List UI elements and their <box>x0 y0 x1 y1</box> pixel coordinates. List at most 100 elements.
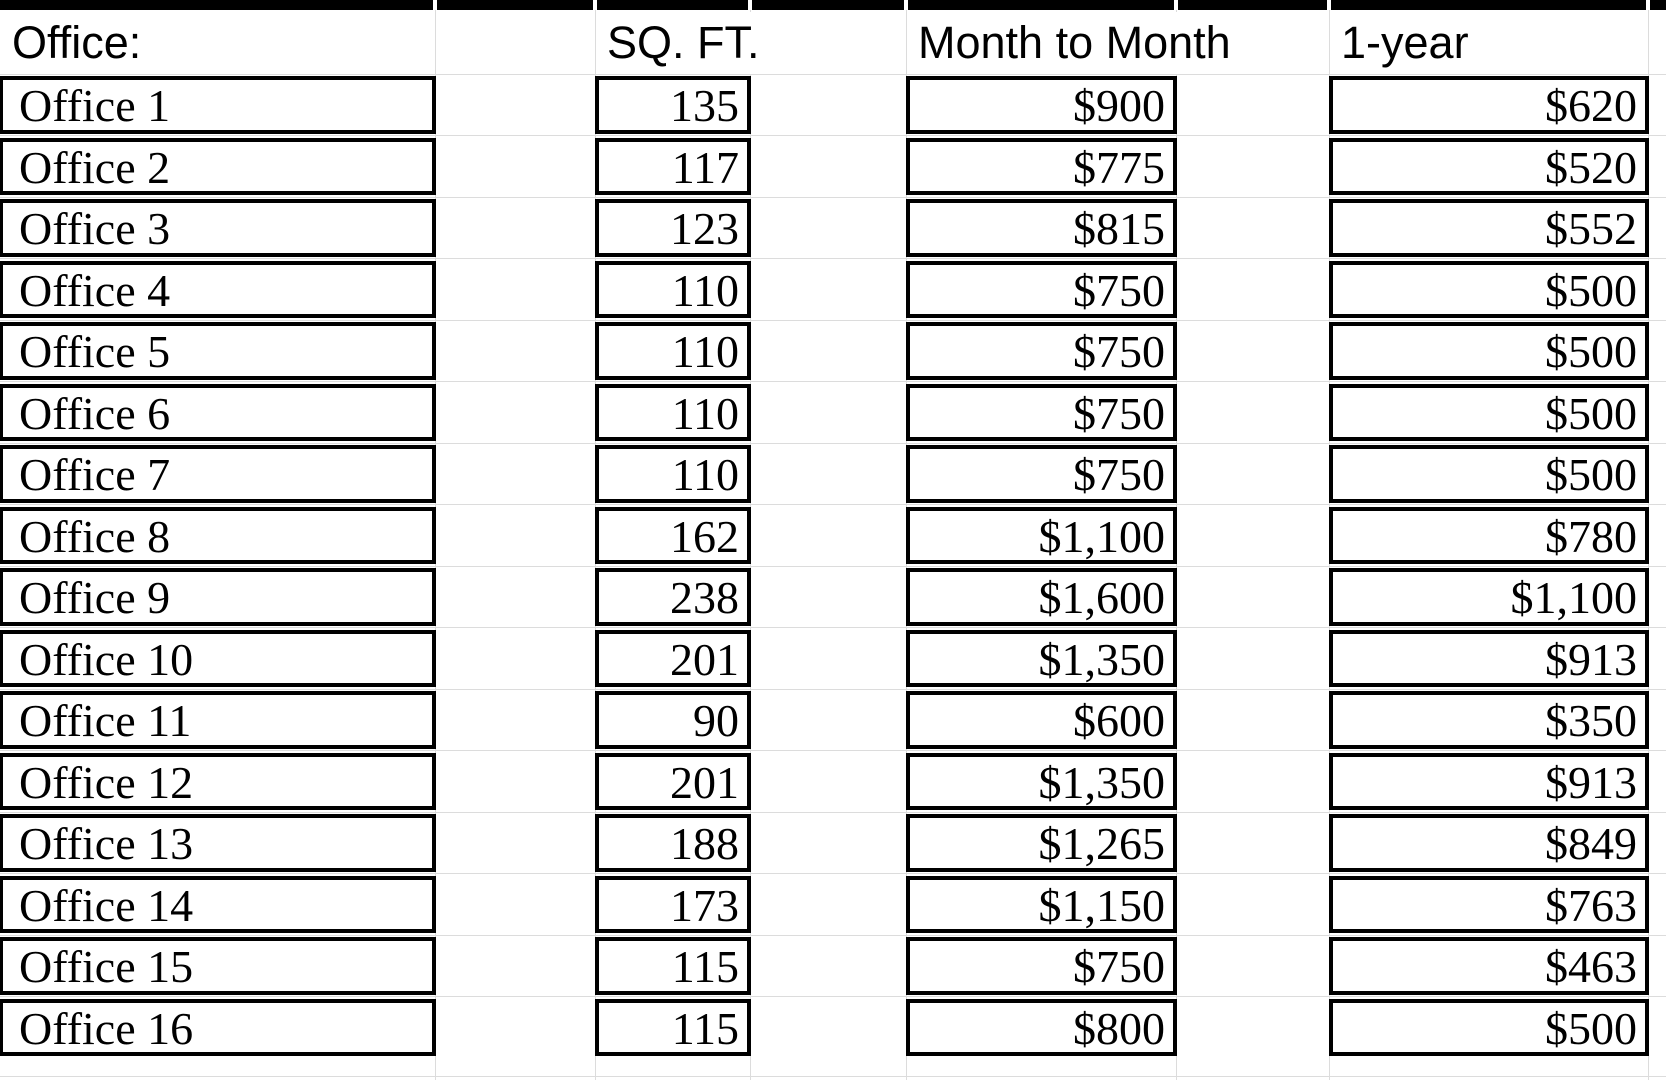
cell-office-name[interactable]: Office 3 <box>0 199 436 257</box>
table-row: Office 5 110 $750 $500 <box>0 322 1666 380</box>
cell-sqft[interactable]: 123 <box>595 199 751 257</box>
cell-one-year[interactable]: $500 <box>1329 322 1649 380</box>
cell-office-name[interactable]: Office 11 <box>0 691 436 749</box>
header-cell-sqft[interactable]: SQ. FT. <box>607 12 778 74</box>
table-row: Office 7 110 $750 $500 <box>0 445 1666 503</box>
cell-sqft[interactable]: 188 <box>595 814 751 872</box>
cell-month-to-month[interactable]: $750 <box>906 445 1177 503</box>
row-gridline <box>0 442 1666 444</box>
row-gridline <box>0 996 1666 997</box>
cell-sqft[interactable]: 238 <box>595 568 751 626</box>
row-gridline <box>0 565 1666 567</box>
table-row: Office 9 238 $1,600 $1,100 <box>0 568 1666 626</box>
cell-office-name[interactable]: Office 15 <box>0 937 436 995</box>
cell-office-name[interactable]: Office 10 <box>0 629 436 687</box>
cell-sqft[interactable]: 162 <box>595 506 751 564</box>
row-gridline <box>0 934 1666 936</box>
cell-office-name[interactable]: Office 8 <box>0 506 436 564</box>
cell-office-name[interactable]: Office 14 <box>0 875 436 933</box>
cell-sqft[interactable]: 90 <box>595 691 751 749</box>
cell-month-to-month[interactable]: $1,350 <box>906 752 1177 810</box>
table-row: Office 13 188 $1,265 $849 <box>0 814 1666 872</box>
cell-month-to-month[interactable]: $750 <box>906 383 1177 441</box>
table-row: Office 2 117 $775 $520 <box>0 137 1666 195</box>
cell-one-year[interactable]: $350 <box>1329 691 1649 749</box>
cell-sqft[interactable]: 115 <box>595 937 751 995</box>
row-gridline <box>0 1076 1666 1077</box>
row-gridline <box>0 381 1666 382</box>
cell-office-name[interactable]: Office 13 <box>0 814 436 872</box>
cell-sqft[interactable]: 110 <box>595 445 751 503</box>
cell-office-name[interactable]: Office 16 <box>0 998 436 1056</box>
cell-one-year[interactable]: $520 <box>1329 137 1649 195</box>
cell-sqft[interactable]: 117 <box>595 137 751 195</box>
cell-sqft[interactable]: 110 <box>595 383 751 441</box>
table-row: Office 6 110 $750 $500 <box>0 383 1666 441</box>
row-gridline <box>0 196 1666 198</box>
cell-month-to-month[interactable]: $750 <box>906 937 1177 995</box>
topbar-gridline-gap <box>1646 0 1650 10</box>
cell-sqft[interactable]: 135 <box>595 76 751 134</box>
table-row: Office 14 173 $1,150 $763 <box>0 875 1666 933</box>
cell-one-year[interactable]: $500 <box>1329 445 1649 503</box>
cell-one-year[interactable]: $913 <box>1329 629 1649 687</box>
cell-one-year[interactable]: $620 <box>1329 76 1649 134</box>
table-row: Office 15 115 $750 $463 <box>0 937 1666 995</box>
top-row-black-fill <box>0 0 1666 10</box>
table-row: Office 1 135 $900 $620 <box>0 76 1666 134</box>
row-gridline <box>0 688 1666 690</box>
topbar-gridline-gap <box>593 0 597 10</box>
cell-sqft[interactable]: 201 <box>595 752 751 810</box>
table-row: Office 16 115 $800 $500 <box>0 998 1666 1056</box>
cell-office-name[interactable]: Office 6 <box>0 383 436 441</box>
cell-month-to-month[interactable]: $1,350 <box>906 629 1177 687</box>
row-gridline <box>0 135 1666 136</box>
cell-one-year[interactable]: $913 <box>1329 752 1649 810</box>
table-row: Office 3 123 $815 $552 <box>0 199 1666 257</box>
cell-month-to-month[interactable]: $1,265 <box>906 814 1177 872</box>
cell-sqft[interactable]: 115 <box>595 998 751 1056</box>
row-gridline <box>0 504 1666 505</box>
cell-one-year[interactable]: $500 <box>1329 383 1649 441</box>
topbar-gridline-gap <box>1174 0 1178 10</box>
cell-month-to-month[interactable]: $1,150 <box>906 875 1177 933</box>
cell-month-to-month[interactable]: $775 <box>906 137 1177 195</box>
cell-one-year[interactable]: $849 <box>1329 814 1649 872</box>
cell-month-to-month[interactable]: $1,100 <box>906 506 1177 564</box>
cell-office-name[interactable]: Office 1 <box>0 76 436 134</box>
cell-month-to-month[interactable]: $1,600 <box>906 568 1177 626</box>
cell-one-year[interactable]: $500 <box>1329 260 1649 318</box>
cell-office-name[interactable]: Office 7 <box>0 445 436 503</box>
cell-office-name[interactable]: Office 9 <box>0 568 436 626</box>
header-cell-month-to-month[interactable]: Month to Month <box>918 12 1249 74</box>
row-gridline <box>0 319 1666 321</box>
header-cell-office[interactable]: Office: <box>12 12 160 74</box>
cell-sqft[interactable]: 173 <box>595 875 751 933</box>
header-cell-one-year[interactable]: 1-year <box>1341 12 1487 74</box>
cell-month-to-month[interactable]: $750 <box>906 260 1177 318</box>
cell-one-year[interactable]: $1,100 <box>1329 568 1649 626</box>
cell-month-to-month[interactable]: $800 <box>906 998 1177 1056</box>
cell-one-year[interactable]: $500 <box>1329 998 1649 1056</box>
cell-one-year[interactable]: $763 <box>1329 875 1649 933</box>
cell-month-to-month[interactable]: $750 <box>906 322 1177 380</box>
cell-office-name[interactable]: Office 2 <box>0 137 436 195</box>
cell-one-year[interactable]: $780 <box>1329 506 1649 564</box>
cell-office-name[interactable]: Office 4 <box>0 260 436 318</box>
table-row: Office 12 201 $1,350 $913 <box>0 752 1666 810</box>
cell-sqft[interactable]: 110 <box>595 260 751 318</box>
cell-sqft[interactable]: 201 <box>595 629 751 687</box>
cell-sqft[interactable]: 110 <box>595 322 751 380</box>
cell-one-year[interactable]: $552 <box>1329 199 1649 257</box>
cell-office-name[interactable]: Office 5 <box>0 322 436 380</box>
cell-month-to-month[interactable]: $815 <box>906 199 1177 257</box>
cell-office-name[interactable]: Office 12 <box>0 752 436 810</box>
row-gridline <box>0 750 1666 751</box>
row-gridline <box>0 627 1666 628</box>
cell-month-to-month[interactable]: $900 <box>906 76 1177 134</box>
row-gridline <box>0 74 1666 75</box>
topbar-gridline-gap <box>748 0 752 10</box>
cell-month-to-month[interactable]: $600 <box>906 691 1177 749</box>
cell-one-year[interactable]: $463 <box>1329 937 1649 995</box>
